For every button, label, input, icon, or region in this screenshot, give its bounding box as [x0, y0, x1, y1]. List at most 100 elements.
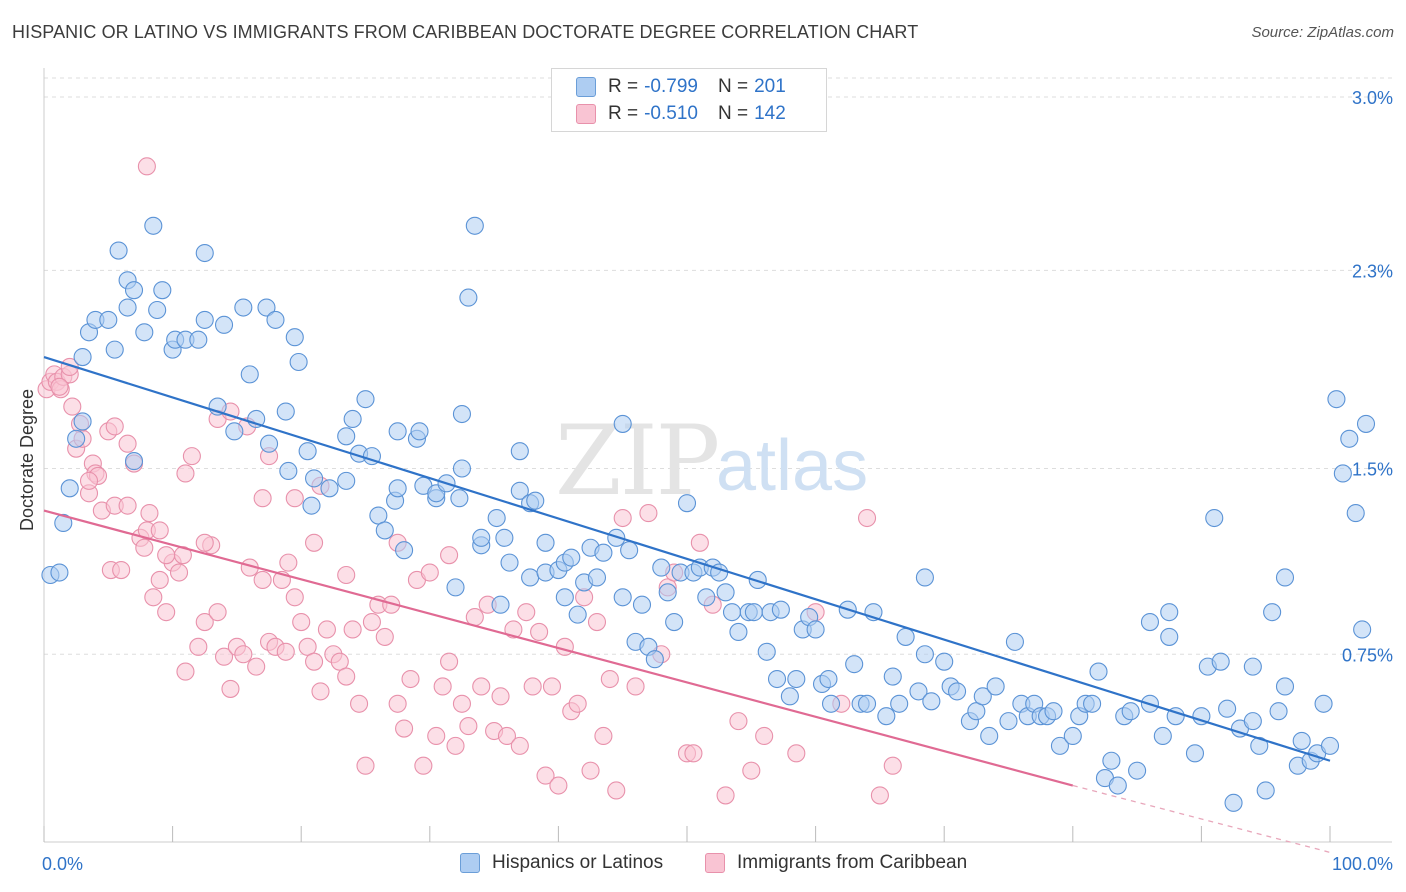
data-point-caribbean: [510, 736, 529, 755]
data-point-hispanics: [915, 568, 934, 587]
data-point-hispanics: [1192, 707, 1211, 726]
data-point-caribbean: [497, 726, 517, 746]
data-point-hispanics: [356, 390, 375, 409]
data-point-hispanics: [259, 434, 279, 453]
y-tick-label: 1.5%: [1352, 460, 1393, 480]
data-point-hispanics: [536, 533, 555, 552]
y-axis-label: Doctorate Degree: [17, 389, 37, 531]
data-point-caribbean: [742, 761, 761, 780]
data-point-caribbean: [253, 489, 272, 508]
data-point-caribbean: [285, 489, 304, 508]
data-point-hispanics: [722, 603, 742, 622]
x-tick-labels: 0.0% 100.0%: [42, 854, 1393, 874]
data-point-hispanics: [757, 642, 776, 661]
legend-r-label: R =: [608, 76, 639, 97]
data-point-hispanics: [1160, 603, 1179, 622]
data-point-hispanics: [276, 402, 295, 421]
data-point-caribbean: [568, 694, 587, 713]
data-point-caribbean: [208, 603, 227, 622]
data-point-caribbean: [276, 642, 295, 661]
data-point-caribbean: [150, 570, 169, 590]
data-point-caribbean: [433, 677, 452, 696]
data-point-hispanics: [1333, 464, 1352, 483]
data-point-caribbean: [118, 434, 137, 453]
legend-r-label: R =: [608, 103, 639, 124]
trend-line-caribbean-extension: [1072, 784, 1331, 854]
legend-item-hispanics: Hispanics or Latinos: [460, 852, 663, 874]
data-point-caribbean: [523, 677, 542, 696]
data-point-caribbean: [883, 756, 902, 775]
data-point-caribbean: [504, 620, 523, 639]
data-point-hispanics: [613, 588, 632, 607]
data-point-hispanics: [1160, 627, 1179, 646]
data-point-caribbean: [600, 669, 619, 689]
data-point-hispanics: [1243, 657, 1262, 676]
data-point-caribbean: [536, 766, 555, 785]
data-point-hispanics: [500, 553, 519, 572]
data-point-hispanics: [452, 459, 472, 478]
data-point-hispanics: [613, 414, 632, 433]
data-point-caribbean: [542, 677, 562, 696]
data-point-hispanics: [298, 442, 317, 461]
data-point-hispanics: [459, 288, 478, 307]
data-point-caribbean: [279, 553, 298, 572]
data-point-hispanics: [1211, 652, 1230, 671]
data-point-caribbean: [112, 560, 131, 580]
legend-n-value: 201: [754, 76, 786, 97]
data-point-hispanics: [1346, 504, 1365, 523]
data-point-caribbean: [195, 613, 214, 632]
data-point-hispanics: [883, 667, 902, 686]
x-tick-label-min: 0.0%: [42, 854, 83, 874]
bottom-legend: Hispanics or Latinos Immigrants from Car…: [0, 852, 1406, 876]
data-point-hispanics: [195, 310, 214, 329]
data-point-hispanics: [510, 442, 529, 461]
data-point-caribbean: [613, 508, 632, 528]
data-point-hispanics: [343, 409, 362, 429]
data-point-caribbean: [176, 464, 195, 483]
data-point-hispanics: [124, 452, 144, 471]
data-point-hispanics: [118, 298, 137, 317]
trend-line-caribbean: [43, 509, 1074, 787]
data-point-hispanics: [999, 712, 1018, 731]
data-point-hispanics: [620, 541, 639, 560]
data-point-hispanics: [729, 622, 748, 642]
data-point-caribbean: [517, 603, 536, 622]
data-point-caribbean: [530, 622, 549, 642]
data-point-hispanics: [1353, 620, 1372, 639]
data-point-caribbean: [690, 533, 709, 552]
data-point-hispanics: [1089, 662, 1108, 681]
data-point-hispanics: [1050, 736, 1069, 755]
data-point-hispanics: [780, 687, 799, 706]
data-point-hispanics: [375, 521, 394, 540]
data-point-hispanics: [948, 682, 967, 701]
data-point-hispanics: [568, 605, 587, 624]
data-point-caribbean: [395, 719, 414, 738]
data-point-hispanics: [289, 352, 308, 372]
data-point-hispanics: [1275, 677, 1295, 696]
data-point-hispanics: [587, 568, 607, 587]
data-point-hispanics: [302, 496, 321, 515]
data-point-hispanics: [909, 682, 928, 701]
data-point-hispanics: [50, 563, 69, 582]
data-point-hispanics: [922, 692, 941, 711]
data-point-hispanics: [1005, 632, 1024, 651]
data-point-caribbean: [639, 504, 658, 523]
data-point-caribbean: [607, 781, 626, 800]
data-point-hispanics: [1314, 694, 1333, 713]
data-point-caribbean: [356, 756, 375, 775]
data-point-caribbean: [50, 377, 69, 396]
data-point-caribbean: [362, 613, 381, 632]
legend-row-caribbean: R = -0.510 N = 142: [576, 103, 786, 125]
data-point-hispanics: [1269, 702, 1288, 721]
data-point-caribbean: [79, 471, 99, 490]
data-point-hispanics: [787, 669, 806, 689]
data-point-hispanics: [1205, 508, 1224, 528]
watermark-atlas: atlas: [716, 426, 868, 506]
data-point-caribbean: [555, 637, 574, 656]
data-point-caribbean: [176, 662, 195, 681]
data-point-hispanics: [109, 241, 128, 260]
data-point-caribbean: [350, 694, 369, 713]
data-point-caribbean: [787, 744, 806, 763]
data-point-caribbean: [440, 546, 459, 565]
data-point-hispanics: [54, 513, 73, 533]
